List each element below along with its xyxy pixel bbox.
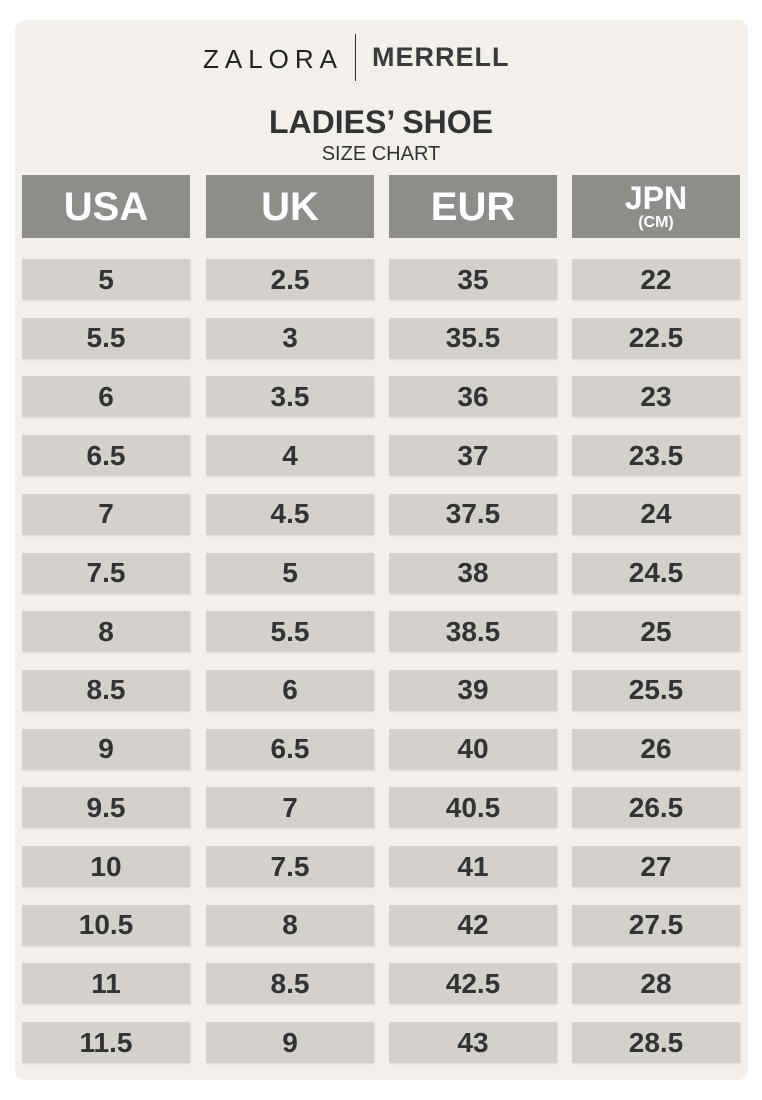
chart-subtitle: SIZE CHART	[321, 143, 441, 165]
table-cell-jpn: 23	[572, 376, 740, 418]
column-header-label: EUR	[430, 184, 516, 229]
table-cell-eur: 40.5	[389, 787, 557, 829]
table-cell-jpn: 28.5	[572, 1022, 740, 1064]
zalora-logo: ZALORA	[203, 44, 344, 74]
chart-title: LADIES’ SHOE	[268, 104, 494, 140]
table-cell-eur: 42	[389, 904, 557, 946]
table-cell-usa: 6.5	[22, 435, 190, 477]
table-cell-usa: 8	[22, 611, 190, 653]
table-cell-uk: 5	[206, 552, 374, 594]
column-header-unit: (CM)	[638, 214, 674, 231]
merrell-logo: MERRELL	[372, 42, 510, 72]
table-cell-jpn: 27	[572, 846, 740, 887]
table-cell-eur: 35	[389, 259, 557, 300]
table-cell-usa: 5.5	[22, 317, 190, 359]
table-cell-uk: 3	[206, 317, 374, 359]
table-cell-eur: 41	[389, 846, 557, 887]
table-cell-eur: 35.5	[389, 317, 557, 359]
column-header-uk: UK	[206, 175, 374, 238]
table-cell-uk: 8	[206, 904, 374, 946]
table-cell-usa: 6	[22, 376, 190, 418]
table-cell-usa: 9.5	[22, 787, 190, 829]
table-cell-uk: 4	[206, 435, 374, 477]
table-cell-jpn: 22	[572, 259, 740, 300]
table-cell-jpn: 24.5	[572, 552, 740, 594]
table-cell-uk: 9	[206, 1022, 374, 1064]
table-cell-eur: 38	[389, 552, 557, 594]
table-cell-jpn: 27.5	[572, 904, 740, 946]
table-cell-eur: 37.5	[389, 493, 557, 535]
table-cell-uk: 7	[206, 787, 374, 829]
table-cell-uk: 6	[206, 669, 374, 711]
column-header-eur: EUR	[389, 175, 557, 238]
table-cell-eur: 38.5	[389, 611, 557, 653]
logo-divider	[355, 34, 356, 81]
table-cell-usa: 5	[22, 259, 190, 300]
table-cell-usa: 11.5	[22, 1022, 190, 1064]
brand-logos: ZALORA MERRELL	[0, 34, 762, 82]
column-header-label: UK	[261, 184, 319, 229]
table-cell-eur: 36	[389, 376, 557, 418]
table-cell-jpn: 22.5	[572, 317, 740, 359]
table-cell-usa: 8.5	[22, 669, 190, 711]
column-header-usa: USA	[22, 175, 190, 238]
table-cell-eur: 40	[389, 728, 557, 770]
table-cell-jpn: 26.5	[572, 787, 740, 829]
table-cell-jpn: 24	[572, 493, 740, 535]
table-cell-uk: 7.5	[206, 846, 374, 887]
table-cell-usa: 7.5	[22, 552, 190, 594]
table-cell-usa: 7	[22, 493, 190, 535]
column-header-label: USA	[63, 184, 149, 229]
table-cell-eur: 43	[389, 1022, 557, 1064]
table-cell-uk: 5.5	[206, 611, 374, 653]
table-cell-jpn: 23.5	[572, 435, 740, 477]
table-cell-jpn: 25.5	[572, 669, 740, 711]
table-cell-jpn: 26	[572, 728, 740, 770]
table-cell-uk: 2.5	[206, 259, 374, 300]
table-cell-usa: 11	[22, 963, 190, 1005]
table-cell-eur: 37	[389, 435, 557, 477]
table-cell-eur: 39	[389, 669, 557, 711]
column-header-jpn: JPN (CM)	[572, 175, 740, 238]
table-cell-uk: 8.5	[206, 963, 374, 1005]
table-cell-eur: 42.5	[389, 963, 557, 1005]
table-cell-usa: 9	[22, 728, 190, 770]
table-cell-usa: 10	[22, 846, 190, 887]
table-cell-jpn: 28	[572, 963, 740, 1005]
table-cell-usa: 10.5	[22, 904, 190, 946]
table-cell-uk: 6.5	[206, 728, 374, 770]
table-cell-jpn: 25	[572, 611, 740, 653]
table-cell-uk: 3.5	[206, 376, 374, 418]
column-header-label: JPN	[624, 180, 688, 216]
table-cell-uk: 4.5	[206, 493, 374, 535]
